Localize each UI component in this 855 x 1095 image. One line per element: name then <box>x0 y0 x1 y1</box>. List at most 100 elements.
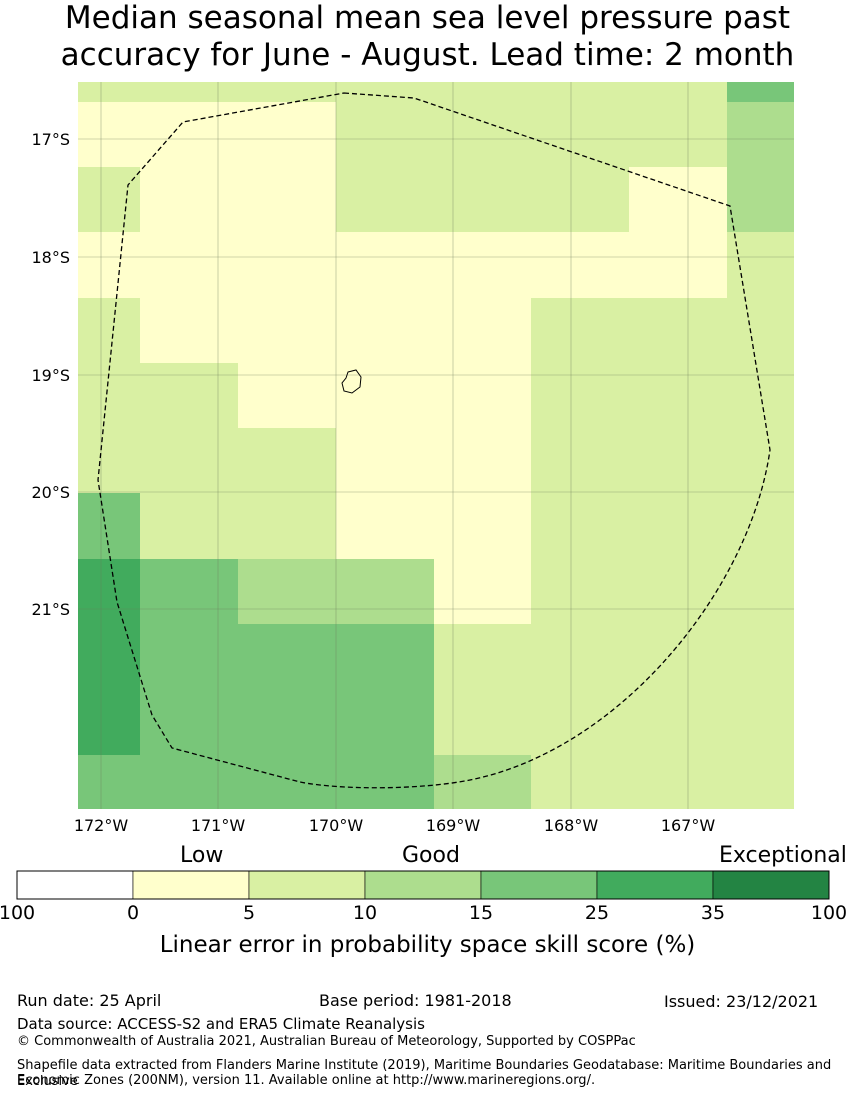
skill-cell <box>336 689 434 755</box>
skill-cell <box>336 82 434 102</box>
skill-cell <box>78 624 140 689</box>
colorbar-label: Linear error in probability space skill … <box>159 932 696 958</box>
skill-cell <box>78 493 140 559</box>
title-line-2: accuracy for June - August. Lead time: 2… <box>60 37 795 73</box>
skill-cell <box>238 102 336 167</box>
skill-cell <box>434 559 531 624</box>
lon-label: 169°W <box>426 816 481 835</box>
lon-label: 172°W <box>74 816 129 835</box>
colorbar-tick: 0 <box>126 902 140 924</box>
skill-cell <box>531 624 629 689</box>
skill-cell <box>336 102 434 167</box>
skill-cell <box>434 102 531 167</box>
skill-cell <box>727 167 794 232</box>
title-line-1: Median seasonal mean sea level pressure … <box>64 0 791 36</box>
skill-cell <box>336 428 434 493</box>
skill-cell <box>727 428 794 493</box>
colorbar-tick: 25 <box>584 902 610 924</box>
skill-cell <box>238 755 336 809</box>
skill-cell <box>727 755 794 809</box>
category-exceptional: Exceptional <box>719 843 847 868</box>
skill-cell <box>531 428 629 493</box>
skill-cell <box>336 493 434 559</box>
colorbar-tick: 5 <box>242 902 256 924</box>
skill-cell <box>78 559 140 624</box>
skill-cell <box>629 167 727 232</box>
skill-cell <box>78 82 140 102</box>
skill-cell <box>238 298 336 363</box>
skill-cell <box>531 755 629 809</box>
skill-cell <box>140 363 238 428</box>
lon-label: 167°W <box>661 816 716 835</box>
skill-cell <box>629 363 727 428</box>
skill-cell <box>727 624 794 689</box>
skill-cell <box>336 167 434 232</box>
skill-cell <box>140 102 238 167</box>
eez-boundary <box>97 92 771 789</box>
run-date: Run date: 25 April <box>17 991 162 1010</box>
skill-cell <box>238 363 336 428</box>
colorbar-swatches <box>16 870 830 900</box>
skill-cell <box>727 493 794 559</box>
skill-cell <box>629 559 727 624</box>
lat-label: 20°S <box>31 483 70 502</box>
skill-cell <box>629 755 727 809</box>
skill-map: 172°W 171°W 170°W 169°W 168°W 167°W 17°S… <box>31 82 794 835</box>
skill-cell <box>238 493 336 559</box>
lat-label: 17°S <box>31 130 70 149</box>
lon-label: 171°W <box>191 816 246 835</box>
skill-cell <box>629 689 727 755</box>
skill-cell <box>434 624 531 689</box>
colorbar-tick: 15 <box>468 902 494 924</box>
skill-cell <box>336 232 434 298</box>
shapefile-credit-line-2: Economic Zones (200NM), version 11. Avai… <box>17 1073 596 1088</box>
colorbar-swatch <box>364 870 482 900</box>
skill-cell <box>238 559 336 624</box>
skill-cell <box>78 428 140 493</box>
colorbar-swatch <box>248 870 366 900</box>
skill-cell <box>727 102 794 167</box>
colorbar-frame <box>16 870 830 900</box>
skill-cell <box>336 298 434 363</box>
skill-cell <box>434 167 531 232</box>
skill-cell <box>336 363 434 428</box>
latitude-labels: 17°S 18°S 19°S 20°S 21°S <box>31 130 70 619</box>
skill-cell <box>238 82 336 102</box>
skill-cell <box>434 363 531 428</box>
skill-cell <box>336 755 434 809</box>
skill-cell <box>434 493 531 559</box>
skill-cell <box>78 102 140 167</box>
skill-cell <box>336 624 434 689</box>
skill-cell <box>140 167 238 232</box>
skill-cell <box>140 624 238 689</box>
lat-label: 21°S <box>31 600 70 619</box>
skill-cell <box>531 689 629 755</box>
skill-cell <box>629 102 727 167</box>
lat-label: 18°S <box>31 248 70 267</box>
colorbar-swatch <box>712 870 830 900</box>
colorbar-tick: 100 <box>810 902 848 924</box>
colorbar-tick: 100 <box>0 902 36 924</box>
skill-cell <box>140 428 238 493</box>
skill-cell <box>629 298 727 363</box>
skill-cell <box>531 102 629 167</box>
skill-cell <box>434 82 531 102</box>
skill-cell <box>727 82 794 102</box>
skill-cell <box>531 363 629 428</box>
skill-cell <box>727 689 794 755</box>
skill-cell <box>434 428 531 493</box>
colorbar-swatch <box>480 870 598 900</box>
colorbar-tick: 35 <box>700 902 726 924</box>
skill-cell <box>531 298 629 363</box>
skill-cell <box>531 167 629 232</box>
skill-cell <box>78 755 140 809</box>
skill-cell <box>140 493 238 559</box>
skill-cell <box>78 363 140 428</box>
skill-cell <box>629 624 727 689</box>
colorbar <box>16 870 830 900</box>
skill-cell <box>78 167 140 232</box>
skill-cell <box>531 82 629 102</box>
skill-cell <box>140 559 238 624</box>
base-period: Base period: 1981-2018 <box>319 991 512 1010</box>
skill-cell <box>140 298 238 363</box>
